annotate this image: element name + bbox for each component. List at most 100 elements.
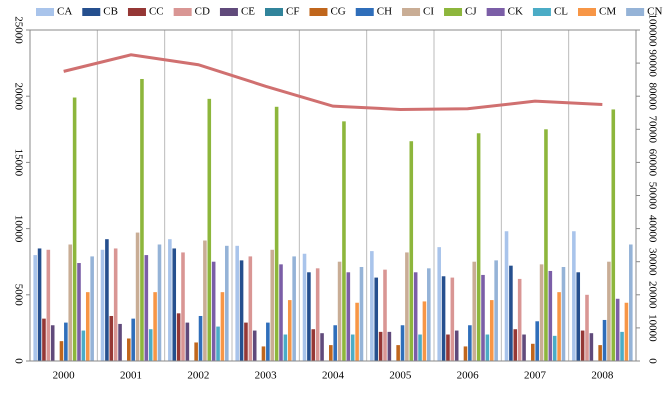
y2-tick-label: 10000 bbox=[646, 314, 658, 342]
bar bbox=[589, 333, 594, 361]
bar bbox=[504, 231, 509, 361]
bar bbox=[374, 277, 379, 361]
bar bbox=[90, 256, 94, 361]
bar bbox=[552, 335, 557, 361]
bar bbox=[557, 292, 561, 361]
bar bbox=[602, 319, 607, 361]
bar bbox=[140, 78, 144, 361]
legend-swatch bbox=[626, 8, 645, 16]
x-tick-label: 2003 bbox=[255, 370, 278, 382]
bar bbox=[211, 261, 216, 361]
bar bbox=[346, 272, 351, 361]
bar bbox=[176, 313, 181, 361]
bar bbox=[144, 255, 149, 361]
legend-swatch bbox=[486, 8, 505, 16]
bar bbox=[446, 334, 450, 361]
bar bbox=[292, 256, 296, 361]
y2-tick-label: 60000 bbox=[646, 149, 658, 177]
bar bbox=[302, 253, 307, 361]
legend-label: CM bbox=[599, 6, 616, 18]
y2-tick-label: 70000 bbox=[646, 116, 658, 144]
bar bbox=[207, 98, 212, 362]
bar bbox=[413, 272, 418, 361]
bar bbox=[572, 231, 576, 361]
y2-tick-label: 0 bbox=[646, 358, 658, 364]
bar bbox=[50, 325, 55, 361]
bar bbox=[422, 301, 427, 361]
bar bbox=[287, 300, 292, 361]
y2-tick-label: 40000 bbox=[646, 215, 658, 243]
bar bbox=[418, 334, 422, 361]
x-tick-label: 2002 bbox=[187, 370, 209, 382]
legend-swatch bbox=[578, 8, 596, 16]
x-tick-label: 2004 bbox=[322, 370, 345, 382]
bar bbox=[100, 249, 105, 361]
bar bbox=[311, 329, 316, 361]
bar bbox=[68, 244, 73, 361]
bar bbox=[476, 133, 481, 361]
bar bbox=[59, 341, 64, 361]
bar bbox=[46, 249, 51, 361]
bar bbox=[383, 269, 387, 361]
bar bbox=[387, 331, 392, 361]
bar bbox=[118, 323, 122, 361]
bar bbox=[248, 256, 253, 361]
legend-swatch bbox=[444, 8, 463, 16]
legend-label: CI bbox=[423, 6, 434, 18]
bar bbox=[172, 248, 177, 361]
bar bbox=[235, 245, 239, 361]
bar bbox=[113, 248, 118, 361]
bar bbox=[342, 121, 346, 361]
legend-label: CD bbox=[195, 6, 210, 18]
bar bbox=[400, 325, 405, 361]
y-tick-label: 20000 bbox=[12, 82, 24, 110]
legend-swatch bbox=[532, 8, 551, 16]
bar bbox=[42, 318, 46, 361]
legend-label: CF bbox=[286, 6, 299, 18]
bar bbox=[454, 330, 459, 361]
bar bbox=[437, 247, 441, 361]
legend-label: CH bbox=[377, 6, 392, 18]
bar bbox=[370, 251, 374, 361]
bar bbox=[598, 345, 602, 361]
bar bbox=[427, 268, 431, 361]
bar bbox=[378, 331, 383, 361]
legend-label: CJ bbox=[465, 6, 477, 18]
bar bbox=[135, 232, 140, 361]
bar bbox=[624, 302, 629, 361]
bar bbox=[105, 239, 109, 361]
bar bbox=[629, 244, 633, 361]
bar bbox=[531, 343, 535, 361]
bar bbox=[198, 315, 203, 361]
bar bbox=[513, 329, 518, 361]
line bbox=[63, 53, 603, 111]
bar bbox=[405, 252, 409, 361]
y-tick-label: 25000 bbox=[12, 16, 24, 44]
bar bbox=[148, 329, 153, 361]
bar bbox=[77, 263, 81, 361]
bar bbox=[274, 106, 279, 362]
bar bbox=[576, 272, 581, 361]
legend-swatch bbox=[309, 8, 328, 16]
plot-border bbox=[29, 29, 637, 362]
legend-label: CA bbox=[57, 6, 72, 18]
bar bbox=[350, 334, 355, 361]
bar bbox=[535, 321, 539, 361]
bar bbox=[615, 298, 620, 361]
bar bbox=[355, 302, 359, 361]
legend-label: CK bbox=[508, 6, 523, 18]
bar bbox=[485, 334, 490, 361]
y2-tick-label: 20000 bbox=[646, 281, 658, 309]
bar bbox=[580, 330, 585, 361]
bar bbox=[127, 338, 131, 361]
bar bbox=[225, 245, 229, 361]
y2-tick-label: 80000 bbox=[646, 82, 658, 110]
bar bbox=[181, 252, 185, 361]
bar bbox=[548, 270, 553, 361]
bar bbox=[468, 325, 472, 361]
bar bbox=[220, 292, 225, 361]
bar bbox=[607, 261, 611, 361]
bar bbox=[261, 346, 266, 361]
legend-swatch bbox=[173, 8, 192, 16]
bar bbox=[81, 330, 86, 361]
